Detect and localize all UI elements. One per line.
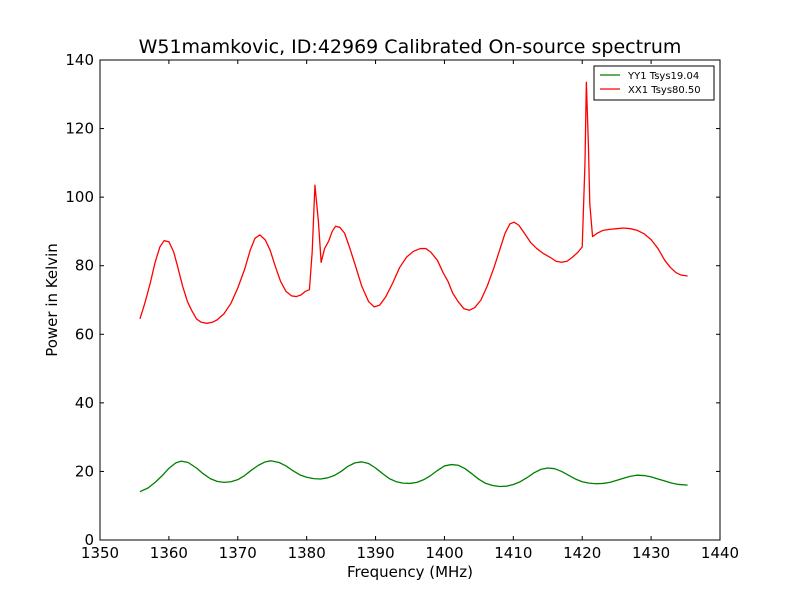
y-tick-label: 140 xyxy=(65,51,94,69)
x-tick-label: 1390 xyxy=(356,544,394,562)
y-tick-label: 120 xyxy=(65,120,94,138)
chart-title: W51mamkovic, ID:42969 Calibrated On-sour… xyxy=(139,36,682,58)
y-tick-label: 20 xyxy=(75,462,94,480)
x-tick-label: 1370 xyxy=(219,544,257,562)
x-tick-label: 1440 xyxy=(701,544,739,562)
x-tick-label: 1410 xyxy=(494,544,532,562)
x-tick-label: 1350 xyxy=(81,544,119,562)
x-tick-label: 1400 xyxy=(425,544,463,562)
legend-entry-label: YY1 Tsys19.04 xyxy=(627,71,699,82)
x-tick-label: 1420 xyxy=(563,544,601,562)
x-axis-label: Frequency (MHz) xyxy=(347,563,473,581)
series-layer xyxy=(139,81,688,493)
legend-entry-label: XX1 Tsys80.50 xyxy=(628,85,701,96)
legend-box xyxy=(593,65,715,101)
legend: YY1 Tsys19.04 XX1 Tsys80.50 xyxy=(593,65,715,101)
plot-frame xyxy=(99,59,721,541)
series-line-yy1 xyxy=(139,460,688,493)
y-tick-label: 40 xyxy=(75,394,94,412)
axis-ticks: 1350 1360 1370 1380 1390 1400 1410 1420 1430 1440… xyxy=(65,51,739,562)
x-tick-label: 1360 xyxy=(150,544,188,562)
y-axis-label: Power in Kelvin xyxy=(43,243,61,357)
y-tick-label: 80 xyxy=(75,257,94,275)
y-tick-label: 60 xyxy=(75,325,94,343)
y-tick-label: 0 xyxy=(84,531,94,549)
y-tick-label: 100 xyxy=(65,188,94,206)
series-line-xx1 xyxy=(139,81,688,324)
x-tick-label: 1430 xyxy=(632,544,670,562)
x-tick-label: 1380 xyxy=(288,544,326,562)
